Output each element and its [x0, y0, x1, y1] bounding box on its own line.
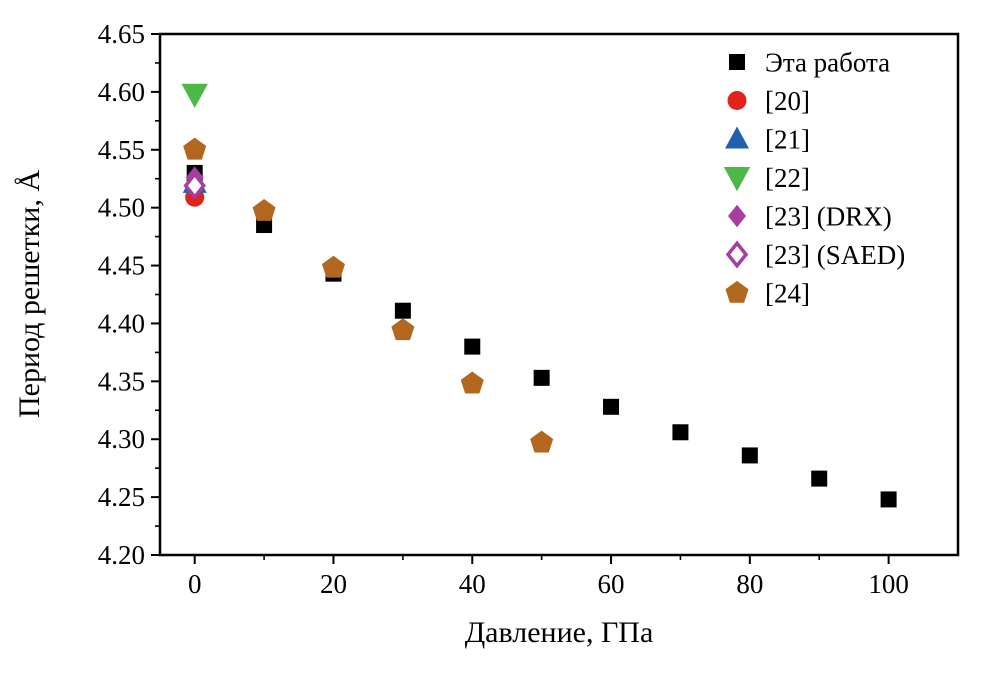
y-tick-label: 4.60	[98, 77, 145, 107]
legend-label: [24]	[765, 279, 810, 309]
plot-frame	[158, 32, 960, 557]
data-point	[181, 83, 208, 108]
series	[181, 83, 208, 108]
legend-label: [23] (DRX)	[765, 202, 892, 232]
y-tick-label: 4.65	[98, 19, 145, 49]
legend-item: [22]	[723, 163, 810, 193]
legend-marker-icon	[723, 167, 751, 192]
series	[183, 137, 554, 453]
legend-item: [21]	[725, 125, 810, 155]
data-point	[533, 369, 550, 386]
legend-label: [21]	[765, 125, 810, 155]
legend-marker-icon	[729, 54, 745, 70]
data-point	[256, 217, 273, 234]
x-tick-label: 20	[320, 569, 347, 599]
data-point	[391, 318, 415, 341]
legend-marker-icon	[725, 280, 749, 303]
legend-label: [23] (SAED)	[765, 240, 905, 270]
legend-label: [22]	[765, 163, 810, 193]
x-tick-label: 40	[459, 569, 486, 599]
data-point	[880, 491, 897, 508]
x-axis-title: Давление, ГПа	[464, 616, 654, 649]
legend-item: Эта работа	[729, 48, 890, 78]
legend-marker-icon	[727, 91, 747, 110]
data-point	[603, 398, 620, 415]
data-point	[183, 171, 206, 200]
data-point	[530, 430, 554, 453]
y-tick-label: 4.40	[98, 308, 145, 338]
legend: Эта работа [20] [21] [22] [23] (DRX) [23] (SA…	[723, 48, 905, 309]
legend-label: [20]	[765, 86, 810, 116]
series	[183, 171, 206, 200]
legend-item: [20]	[727, 86, 810, 116]
legend-marker-icon	[725, 240, 749, 269]
legend-label: Эта работа	[765, 48, 890, 78]
x-tick-label: 100	[868, 569, 909, 599]
legend-marker-icon	[725, 126, 749, 149]
y-axis-title: Период решетки, Å	[13, 169, 46, 419]
y-tick-label: 4.55	[98, 135, 145, 165]
legend-item: [24]	[725, 279, 810, 309]
data-point	[741, 447, 758, 464]
data-point	[464, 338, 481, 355]
data-point	[460, 371, 484, 394]
legend-item: [23] (DRX)	[728, 202, 892, 232]
x-tick-label: 80	[736, 569, 763, 599]
data-points	[181, 83, 897, 508]
y-tick-label: 4.35	[98, 366, 145, 396]
x-tick-label: 60	[598, 569, 625, 599]
legend-item: [23] (SAED)	[725, 240, 905, 270]
y-tick-label: 4.30	[98, 424, 145, 454]
data-point	[252, 199, 276, 221]
y-tick-label: 4.25	[98, 482, 145, 512]
y-tick-label: 4.50	[98, 193, 145, 223]
data-point	[321, 255, 345, 278]
legend-marker-icon	[728, 204, 746, 228]
data-point	[394, 302, 411, 319]
data-point	[811, 470, 828, 487]
x-tick-label: 0	[188, 569, 202, 599]
y-tick-label: 4.45	[98, 251, 145, 281]
y-tick-label: 4.20	[98, 540, 145, 570]
data-point	[183, 137, 207, 160]
data-point	[672, 424, 689, 441]
